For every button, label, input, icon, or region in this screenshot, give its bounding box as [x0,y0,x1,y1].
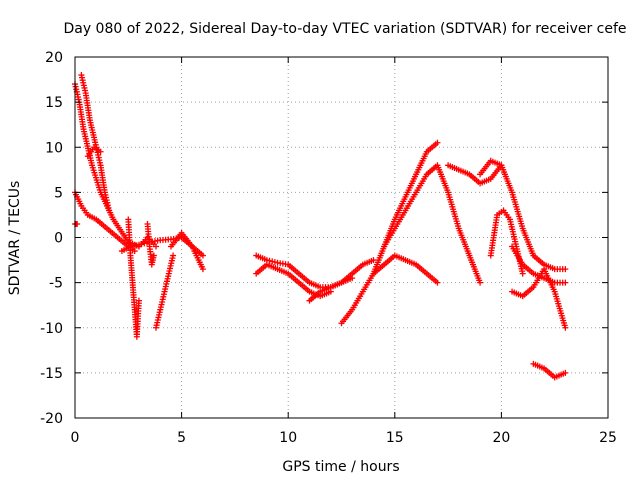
y-tick-label: -15 [40,366,63,382]
y-tick-label: 15 [45,95,63,111]
data-point [434,279,441,286]
data-point [199,266,206,273]
y-tick-label: -20 [40,411,63,427]
y-tick-label: -5 [49,276,63,292]
series-trace-6 [125,216,142,340]
data-point [97,148,104,155]
grid-lines [75,57,608,418]
series-trace-17 [370,252,441,286]
series-trace-18 [445,162,505,187]
series-trace-11 [167,229,206,273]
data-point [143,239,150,246]
data-point [170,252,177,259]
series-trace-16 [381,162,484,286]
series-trace-9 [153,252,177,331]
data-point [135,241,142,248]
data-point [370,257,377,264]
series-trace-14 [306,257,377,304]
x-tick-label: 15 [386,430,404,446]
y-tick-label: 20 [45,50,63,66]
data-point [135,297,142,304]
data-point [434,139,441,146]
series-trace-22 [509,266,569,331]
x-tick-label: 20 [492,430,510,446]
x-tick-label: 25 [599,430,617,446]
data-point [106,207,113,214]
data-point [562,324,569,331]
x-tick-label: 10 [279,430,297,446]
data-point [138,241,145,248]
series-trace-3 [78,72,113,214]
data-point [562,279,569,286]
y-tick-label: -10 [40,321,63,337]
y-axis-label: SDTVAR / TECUs [7,181,23,296]
series-trace-5 [72,220,81,227]
data-point [150,252,157,259]
chart-title: Day 080 of 2022, Sidereal Day-to-day VTE… [63,21,626,37]
data-point [477,279,484,286]
data-point [271,259,278,266]
x-tick-label: 0 [71,430,80,446]
data-points [72,72,569,381]
data-point [141,240,148,247]
series-trace-23 [530,360,569,381]
data-point [153,243,160,250]
data-point [199,252,206,259]
data-point [562,369,569,376]
axis-ticks: 0 5 10 15 20 25 -20 -15 -10 -5 0 5 10 15 20 [40,50,617,446]
y-tick-label: 5 [54,185,63,201]
data-point [562,266,569,273]
y-tick-label: 0 [54,231,63,247]
data-point [519,270,526,277]
series-trace-4 [84,144,104,160]
series-trace-8 [144,220,157,268]
data-point [269,258,276,265]
y-tick-label: 10 [45,140,63,156]
x-tick-label: 5 [177,430,186,446]
x-axis-label: GPS time / hours [282,459,399,475]
